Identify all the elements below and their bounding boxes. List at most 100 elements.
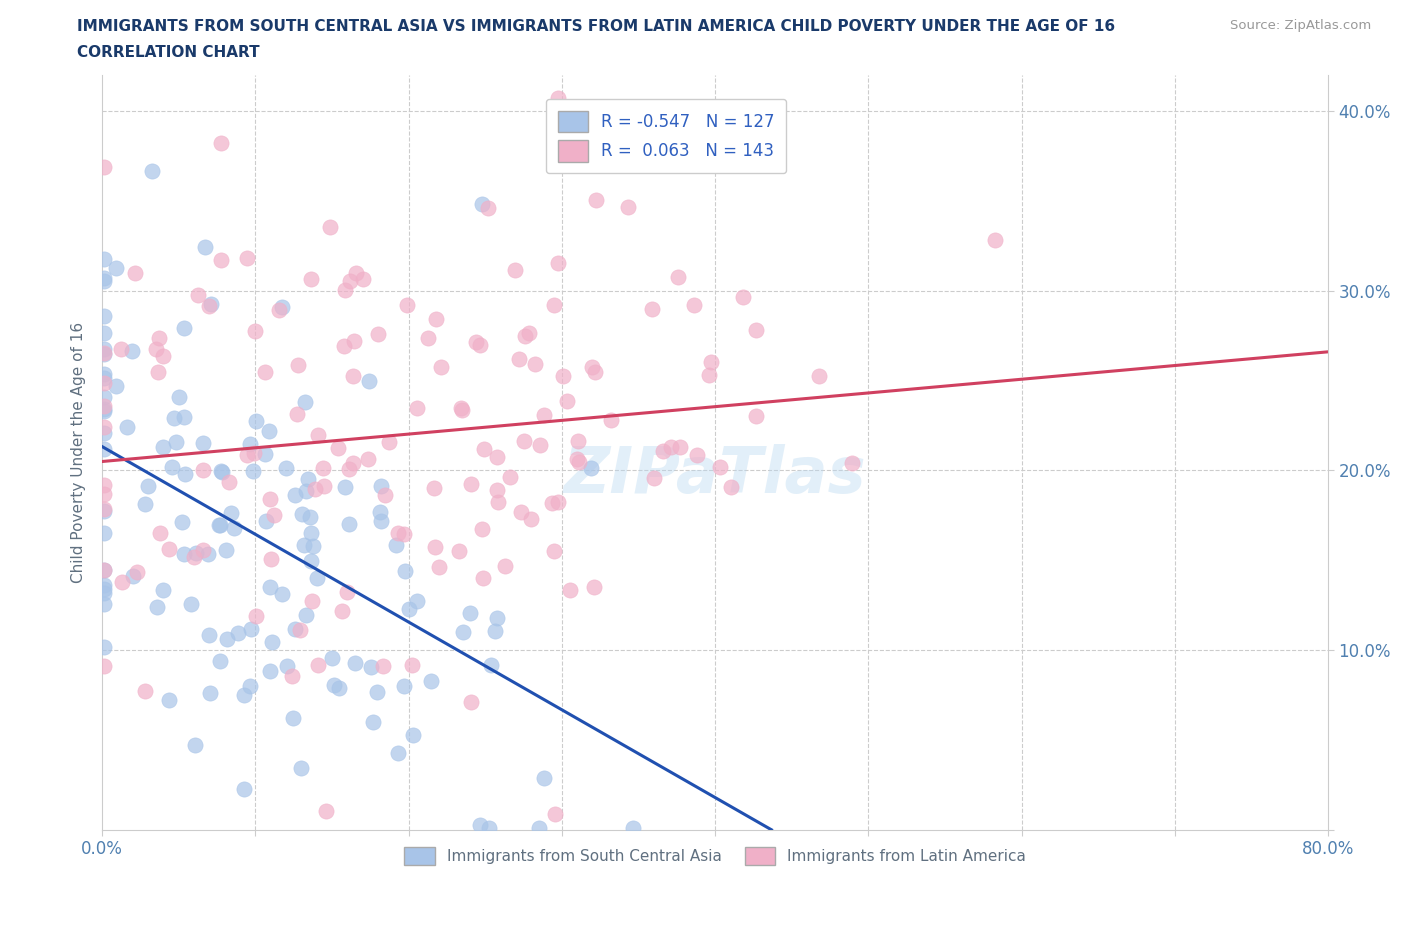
Point — [165, 434, 187, 449]
Point — [93, 402, 115, 417]
Point — [127, 565, 149, 579]
Point — [93, 563, 115, 578]
Point — [344, 266, 367, 281]
Point — [582, 580, 605, 595]
Point — [486, 495, 509, 510]
Point — [318, 219, 340, 234]
Point — [208, 653, 231, 668]
Point — [551, 368, 574, 383]
Point — [93, 371, 115, 386]
Point — [215, 542, 238, 557]
Point — [731, 290, 754, 305]
Point — [720, 480, 742, 495]
Point — [367, 326, 389, 341]
Y-axis label: Child Poverty Under the Age of 16: Child Poverty Under the Age of 16 — [72, 322, 86, 583]
Point — [197, 547, 219, 562]
Point — [600, 413, 623, 428]
Point — [184, 737, 207, 752]
Point — [93, 442, 115, 457]
Point — [93, 346, 115, 361]
Point — [259, 492, 281, 507]
Point — [744, 323, 766, 338]
Point — [295, 607, 318, 622]
Point — [398, 602, 420, 617]
Point — [239, 679, 262, 694]
Point — [541, 496, 564, 511]
Point — [484, 624, 506, 639]
Point — [621, 820, 644, 835]
Point — [357, 451, 380, 466]
Point — [211, 465, 233, 480]
Point — [183, 550, 205, 565]
Point — [93, 251, 115, 266]
Point — [666, 270, 689, 285]
Point — [145, 600, 167, 615]
Point — [240, 621, 263, 636]
Point — [342, 456, 364, 471]
Point — [110, 341, 132, 356]
Point — [105, 379, 128, 393]
Point — [333, 283, 356, 298]
Point — [209, 136, 232, 151]
Point — [841, 456, 863, 471]
Point — [547, 90, 569, 105]
Point — [339, 274, 361, 289]
Point — [93, 658, 115, 673]
Point — [686, 448, 709, 463]
Point — [152, 440, 174, 455]
Point — [267, 303, 290, 318]
Point — [254, 513, 277, 528]
Point — [208, 517, 231, 532]
Point — [401, 658, 423, 672]
Point — [427, 560, 450, 575]
Point — [616, 199, 638, 214]
Point — [486, 611, 509, 626]
Point — [460, 605, 482, 620]
Point — [585, 193, 607, 207]
Point — [544, 807, 567, 822]
Point — [336, 584, 359, 599]
Point — [579, 460, 602, 475]
Point — [93, 398, 115, 413]
Point — [565, 452, 588, 467]
Point — [224, 521, 246, 536]
Point — [394, 564, 416, 578]
Point — [219, 505, 242, 520]
Point — [464, 334, 486, 349]
Point — [371, 659, 394, 674]
Text: CORRELATION CHART: CORRELATION CHART — [77, 45, 260, 60]
Point — [134, 497, 156, 512]
Point — [494, 558, 516, 573]
Point — [425, 312, 447, 326]
Point — [419, 674, 441, 689]
Point — [152, 349, 174, 364]
Point — [124, 265, 146, 280]
Point — [146, 365, 169, 379]
Point — [299, 510, 322, 525]
Point — [198, 686, 221, 701]
Point — [368, 505, 391, 520]
Point — [312, 461, 335, 476]
Point — [173, 321, 195, 336]
Point — [284, 488, 307, 503]
Point — [93, 639, 115, 654]
Point — [198, 299, 221, 313]
Point — [468, 817, 491, 832]
Point — [343, 656, 366, 671]
Point — [533, 407, 555, 422]
Point — [370, 478, 392, 493]
Point — [512, 433, 534, 448]
Point — [148, 331, 170, 346]
Point — [450, 401, 472, 416]
Point — [643, 471, 665, 485]
Point — [198, 627, 221, 642]
Point — [485, 449, 508, 464]
Point — [361, 714, 384, 729]
Point — [378, 434, 401, 449]
Point — [659, 440, 682, 455]
Point — [239, 437, 262, 452]
Point — [173, 467, 195, 482]
Point — [352, 272, 374, 286]
Point — [529, 820, 551, 835]
Point — [236, 251, 259, 266]
